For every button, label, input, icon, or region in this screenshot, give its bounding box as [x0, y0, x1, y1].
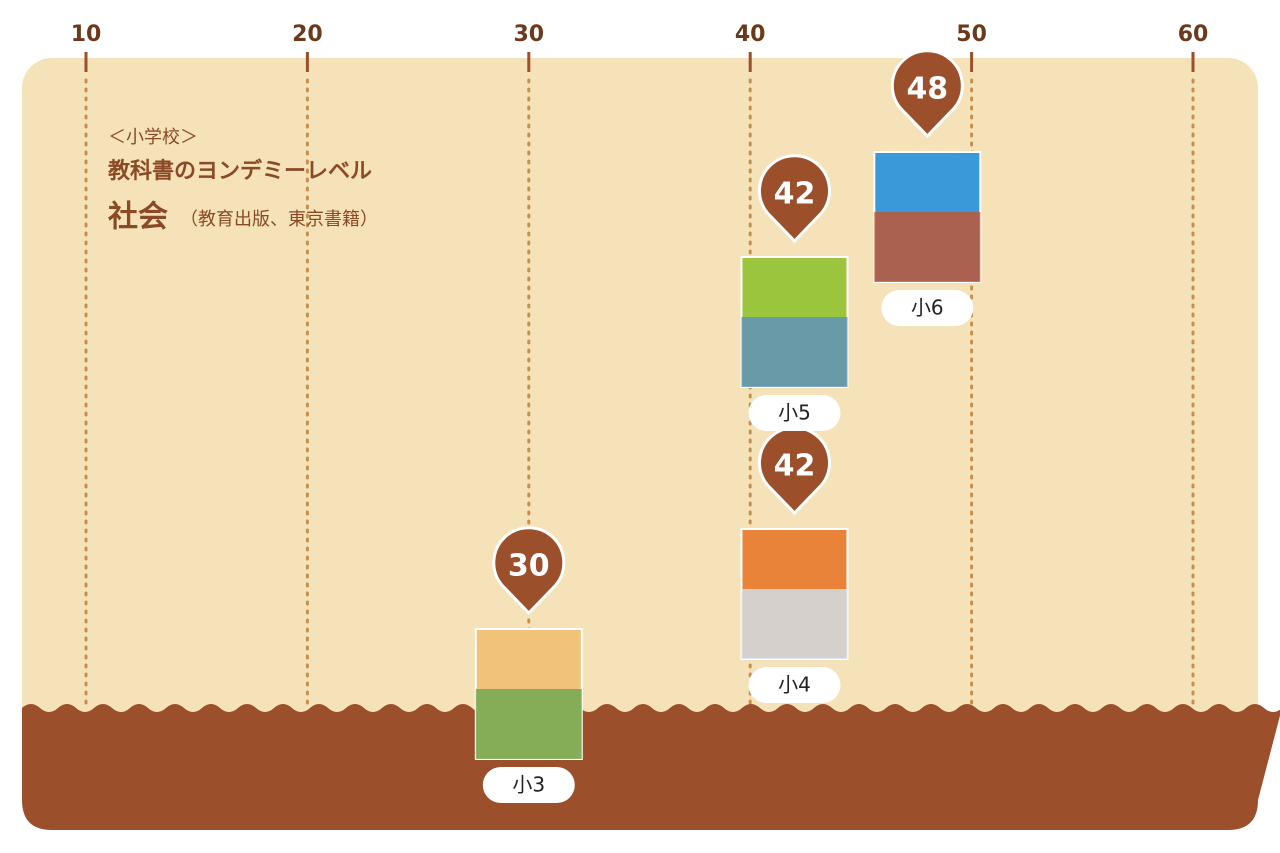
heading: ＜小学校＞ — [108, 127, 198, 148]
book-cover-photo — [741, 589, 848, 659]
pin — [890, 49, 964, 139]
grade-label: 小4 — [778, 673, 811, 697]
pin — [492, 526, 566, 616]
x-tick-label: 40 — [735, 22, 766, 47]
grade-label: 小6 — [911, 296, 944, 320]
pin-label: 42 — [774, 177, 816, 212]
chart-title: 教科書のヨンデミーレベル — [108, 158, 372, 184]
pin — [757, 154, 831, 244]
grade-pill — [748, 395, 841, 431]
pin-label: 42 — [774, 449, 816, 484]
book-cover-photo — [874, 212, 981, 282]
grade-label: 小5 — [778, 401, 811, 425]
book-cover-photo — [741, 317, 848, 387]
book-cover-photo — [475, 689, 582, 759]
pin-label: 48 — [906, 72, 948, 107]
x-tick-label: 10 — [71, 22, 102, 47]
grade-pill — [482, 767, 575, 803]
publishers: （教育出版、東京書籍） — [180, 209, 378, 230]
subject: 社会 — [108, 200, 168, 235]
pin-label: 30 — [508, 549, 550, 584]
grade-pill — [748, 667, 841, 703]
grade-pill — [881, 290, 974, 326]
x-tick-label: 30 — [513, 22, 544, 47]
ground — [22, 704, 1280, 830]
x-tick-label: 50 — [956, 22, 987, 47]
grade-label: 小3 — [512, 773, 545, 797]
x-tick-label: 60 — [1178, 22, 1209, 47]
x-tick-label: 20 — [292, 22, 323, 47]
